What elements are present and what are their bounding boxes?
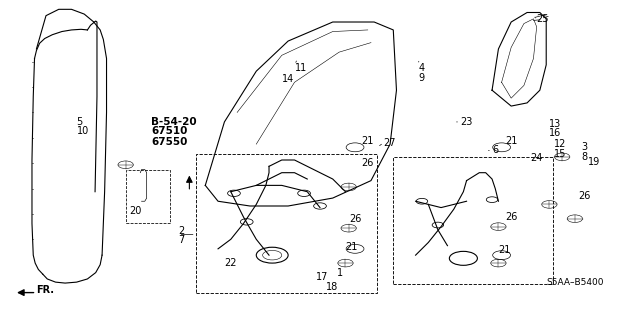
Text: 21: 21 <box>505 136 517 146</box>
Text: 26: 26 <box>505 212 517 222</box>
Bar <box>394 157 552 284</box>
Text: 11: 11 <box>294 63 307 73</box>
Text: 8: 8 <box>581 152 588 162</box>
Text: FR.: FR. <box>36 284 54 295</box>
Text: 21: 21 <box>362 136 374 146</box>
Text: 23: 23 <box>460 117 472 127</box>
Text: 17: 17 <box>316 272 328 282</box>
Text: 27: 27 <box>384 138 396 148</box>
Text: 26: 26 <box>362 158 374 168</box>
Bar <box>196 154 378 293</box>
Text: 1: 1 <box>337 268 342 278</box>
Text: 2: 2 <box>179 226 185 236</box>
Text: B-54-20: B-54-20 <box>151 117 196 127</box>
Text: 15: 15 <box>554 149 566 159</box>
Text: 25: 25 <box>537 14 549 24</box>
Text: 12: 12 <box>554 139 566 149</box>
Bar <box>125 170 170 223</box>
Text: 3: 3 <box>581 142 588 152</box>
Text: 7: 7 <box>179 235 185 245</box>
Text: 6: 6 <box>492 146 498 156</box>
Text: 20: 20 <box>129 206 141 216</box>
Text: S5AA–B5400: S5AA–B5400 <box>546 278 604 287</box>
Text: 21: 21 <box>499 245 511 255</box>
Text: 10: 10 <box>77 126 89 136</box>
Text: 14: 14 <box>282 74 294 84</box>
Text: 5: 5 <box>77 117 83 127</box>
Text: 67510: 67510 <box>151 126 188 136</box>
Text: 67550: 67550 <box>151 137 188 147</box>
Text: 4: 4 <box>419 63 425 73</box>
Text: 19: 19 <box>588 156 600 167</box>
Text: 18: 18 <box>326 282 339 292</box>
Text: 9: 9 <box>419 73 425 83</box>
Text: 26: 26 <box>578 191 591 202</box>
Text: 13: 13 <box>549 118 562 129</box>
Text: 24: 24 <box>531 153 543 164</box>
Text: 16: 16 <box>549 128 562 138</box>
Text: 22: 22 <box>225 258 237 268</box>
Text: 21: 21 <box>346 242 358 252</box>
Text: 26: 26 <box>349 214 362 224</box>
